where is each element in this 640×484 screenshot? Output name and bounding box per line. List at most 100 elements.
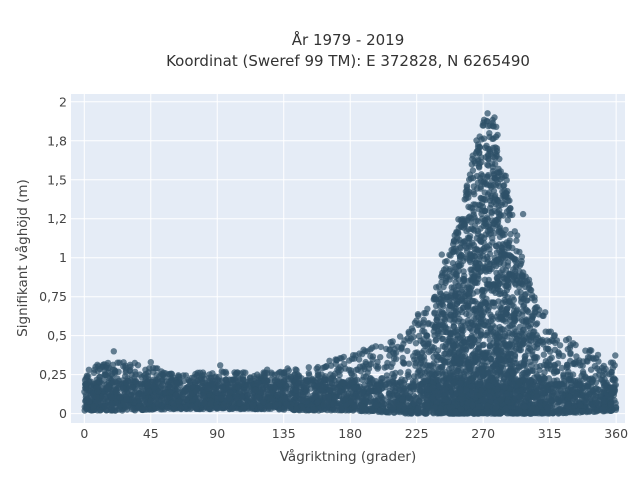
data-point	[590, 377, 596, 383]
data-point	[400, 359, 406, 365]
data-point	[536, 367, 542, 373]
data-point	[483, 301, 489, 307]
data-point	[499, 199, 505, 205]
data-point	[511, 311, 517, 317]
data-point	[602, 371, 608, 377]
data-point	[493, 243, 499, 249]
data-point	[440, 310, 446, 316]
data-point	[292, 366, 298, 372]
data-point	[366, 362, 372, 368]
data-point	[506, 207, 512, 213]
data-point	[459, 324, 465, 330]
data-point	[504, 287, 510, 293]
data-point	[490, 288, 496, 294]
data-point	[498, 212, 504, 218]
data-point	[320, 365, 326, 371]
data-point	[471, 371, 477, 377]
data-point	[469, 352, 475, 358]
data-point	[512, 258, 518, 264]
data-point	[455, 216, 461, 222]
data-point	[410, 353, 416, 359]
data-point	[510, 370, 516, 376]
data-point	[448, 292, 454, 298]
data-point	[488, 299, 494, 305]
data-point	[601, 363, 607, 369]
data-point	[522, 354, 528, 360]
data-point	[373, 343, 379, 349]
data-point	[497, 329, 503, 335]
data-point	[397, 369, 403, 375]
data-point	[529, 295, 535, 301]
data-point	[470, 152, 476, 158]
data-point	[442, 369, 448, 375]
data-point	[450, 343, 456, 349]
data-point	[444, 258, 450, 264]
data-point	[555, 360, 561, 366]
data-point	[242, 370, 248, 376]
data-point	[448, 247, 454, 253]
data-point	[586, 408, 592, 414]
data-point	[475, 144, 481, 150]
data-point	[430, 362, 436, 368]
data-point	[458, 252, 464, 258]
data-point	[421, 328, 427, 334]
data-point	[490, 219, 496, 225]
data-point	[455, 357, 461, 363]
data-point	[534, 345, 540, 351]
data-point	[492, 347, 498, 353]
data-point	[521, 362, 527, 368]
data-point	[582, 348, 588, 354]
data-point	[404, 348, 410, 354]
data-point	[480, 353, 486, 359]
data-point	[527, 325, 533, 331]
data-point	[567, 351, 573, 357]
data-point	[480, 179, 486, 185]
data-point	[487, 251, 493, 257]
data-point	[471, 183, 477, 189]
data-point	[458, 297, 464, 303]
data-point	[122, 364, 128, 370]
data-point	[431, 368, 437, 374]
data-point	[362, 348, 368, 354]
data-point	[471, 249, 477, 255]
data-point	[346, 357, 352, 363]
data-point	[503, 361, 509, 367]
data-point	[481, 208, 487, 214]
data-point	[533, 321, 539, 327]
data-point	[573, 353, 579, 359]
data-point	[405, 372, 411, 378]
data-point	[479, 312, 485, 318]
data-point	[438, 355, 444, 361]
data-point	[381, 364, 387, 370]
data-point	[489, 235, 495, 241]
data-point	[426, 338, 432, 344]
data-point	[465, 303, 471, 309]
data-point	[482, 197, 488, 203]
data-point	[315, 372, 321, 378]
data-point	[219, 368, 225, 374]
data-point	[135, 362, 141, 368]
data-point	[446, 338, 452, 344]
data-point	[268, 370, 274, 376]
data-point	[413, 340, 419, 346]
data-point	[477, 133, 483, 139]
data-point	[520, 337, 526, 343]
data-point	[358, 368, 364, 374]
data-point	[499, 300, 505, 306]
data-point	[234, 369, 240, 375]
data-point	[480, 321, 486, 327]
data-point	[432, 337, 438, 343]
data-point	[540, 339, 546, 345]
data-point	[460, 282, 466, 288]
data-point	[528, 338, 534, 344]
data-point	[565, 364, 571, 370]
data-point	[493, 134, 499, 140]
data-point	[475, 359, 481, 365]
data-point	[483, 306, 489, 312]
data-point	[534, 332, 540, 338]
data-point	[523, 368, 529, 374]
data-point	[588, 367, 594, 373]
data-point	[501, 252, 507, 258]
data-point	[580, 369, 586, 375]
data-point	[433, 284, 439, 290]
